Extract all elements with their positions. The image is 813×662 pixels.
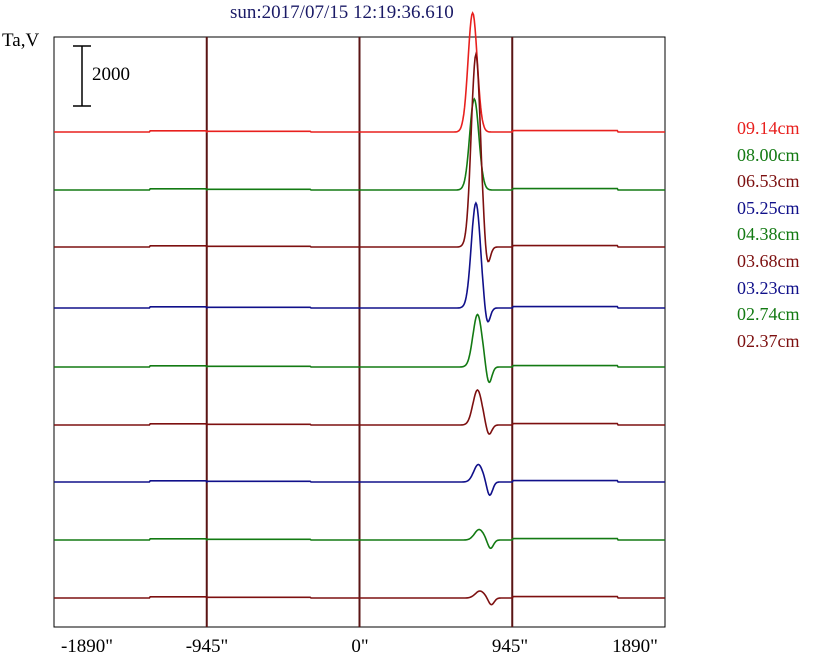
legend-item-04.38cm: 04.38cm: [737, 224, 800, 245]
x-tick-label-2: 0": [351, 636, 369, 657]
x-tick-label-1: -945": [185, 636, 229, 657]
series-line-09.14cm: [54, 11, 665, 134]
legend-item-08.00cm: 08.00cm: [737, 144, 800, 165]
x-tick-label-4: 1890": [612, 636, 658, 657]
legend-item-02.37cm: 02.37cm: [737, 330, 800, 351]
legend-item-09.14cm: 09.14cm: [737, 118, 800, 138]
x-tick-label-3: 945": [491, 636, 529, 657]
legend-item-02.74cm: 02.74cm: [737, 304, 800, 325]
legend-item-03.68cm: 03.68cm: [737, 251, 800, 271]
series-line-08.00cm: [54, 97, 665, 192]
series-line-05.25cm: [54, 201, 665, 323]
series-line-03.23cm: [54, 463, 665, 497]
series-line-02.37cm: [54, 590, 665, 606]
y-axis-label: Ta,V: [2, 30, 40, 51]
series-line-04.38cm: [54, 313, 665, 384]
legend-item-05.25cm: 05.25cm: [737, 197, 800, 218]
series-line-03.68cm: [54, 389, 665, 435]
series-line-06.53cm: [54, 51, 665, 263]
legend-item-06.53cm: 06.53cm: [737, 171, 800, 192]
scale-bar-label: 2000: [92, 64, 130, 85]
chart-title: sun:2017/07/15 12:19:36.610: [230, 2, 454, 23]
legend-item-03.23cm: 03.23cm: [737, 277, 800, 298]
series-line-02.74cm: [54, 528, 665, 550]
x-tick-label-0: -1890": [60, 636, 114, 657]
